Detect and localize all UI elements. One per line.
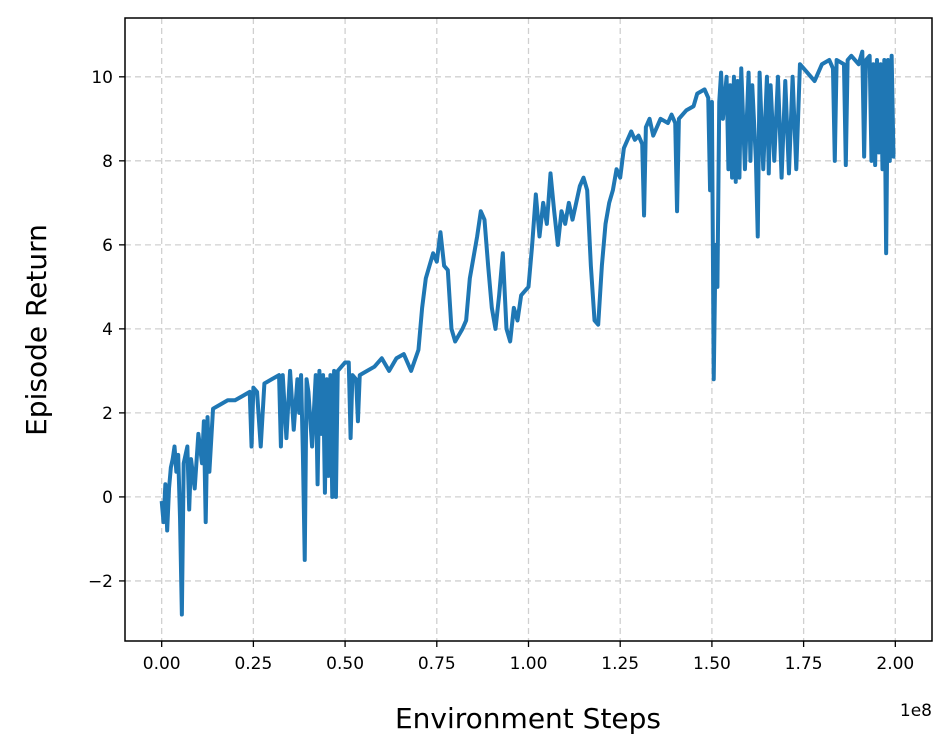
x-tick-label: 0.25: [234, 654, 272, 674]
x-axis-label: Environment Steps: [395, 702, 661, 735]
y-tick-label: 0: [102, 488, 113, 508]
y-tick-label: 10: [91, 68, 113, 88]
y-axis-label: Episode Return: [20, 224, 53, 436]
x-tick-label: 0.75: [418, 654, 456, 674]
y-tick-label: 4: [102, 320, 113, 340]
x-tick-label: 2.00: [876, 654, 914, 674]
x-offset-label: 1e8: [900, 701, 932, 721]
y-tick-label: −2: [88, 572, 113, 592]
x-tick-label: 1.75: [785, 654, 823, 674]
y-tick-label: 2: [102, 404, 113, 424]
y-tick-label: 6: [102, 236, 113, 256]
x-tick-label: 1.50: [693, 654, 731, 674]
y-tick-label: 8: [102, 152, 113, 172]
x-tick-label: 1.25: [601, 654, 639, 674]
x-tick-label: 0.50: [326, 654, 364, 674]
data-line: [159, 49, 896, 617]
plot-frame: [124, 17, 933, 642]
x-tick-label: 0.00: [143, 654, 181, 674]
x-tick-label: 1.00: [510, 654, 548, 674]
